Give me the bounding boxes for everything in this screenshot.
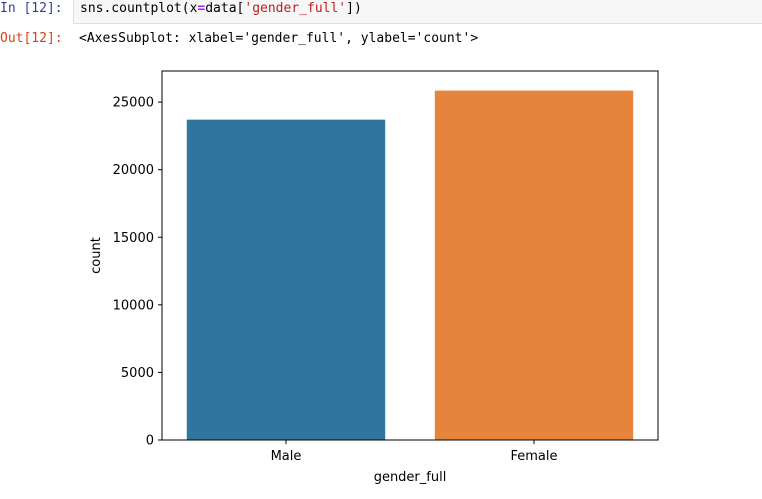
axes-frame — [161, 70, 659, 441]
input-prompt: In [12]: — [0, 1, 63, 16]
code-line: sns.countplot(x=data['gender_full']) — [80, 1, 362, 17]
y-tick-label: 10000 — [113, 298, 154, 313]
y-ticks-group: 0 5000 10000 15000 20000 25000 — [113, 96, 162, 449]
output-prompt: Out[12]: — [0, 31, 63, 46]
y-tick-label: 20000 — [113, 163, 154, 178]
code-argument: data[ — [205, 1, 245, 16]
code-closing: ]) — [346, 1, 362, 16]
x-axis-label: gender_full — [374, 470, 447, 485]
code-function: sns.countplot(x — [80, 1, 198, 16]
code-cell[interactable]: sns.countplot(x=data['gender_full']) — [73, 0, 762, 24]
bar-male — [186, 119, 386, 441]
y-tick-label: 25000 — [113, 96, 154, 111]
x-tick-label: Female — [510, 449, 557, 464]
y-tick-label: 15000 — [113, 231, 154, 246]
code-string: 'gender_full' — [244, 1, 347, 16]
x-ticks-group: Male Female — [271, 440, 558, 464]
bar-female — [434, 90, 634, 440]
y-tick-label: 5000 — [121, 366, 154, 381]
bars-group — [186, 90, 634, 441]
y-axis-label: count — [89, 237, 104, 274]
x-tick-label: Male — [271, 449, 302, 464]
output-text: <AxesSubplot: xlabel='gender_full', ylab… — [79, 31, 479, 46]
y-tick-label: 0 — [146, 434, 154, 449]
code-operator: = — [197, 1, 206, 16]
